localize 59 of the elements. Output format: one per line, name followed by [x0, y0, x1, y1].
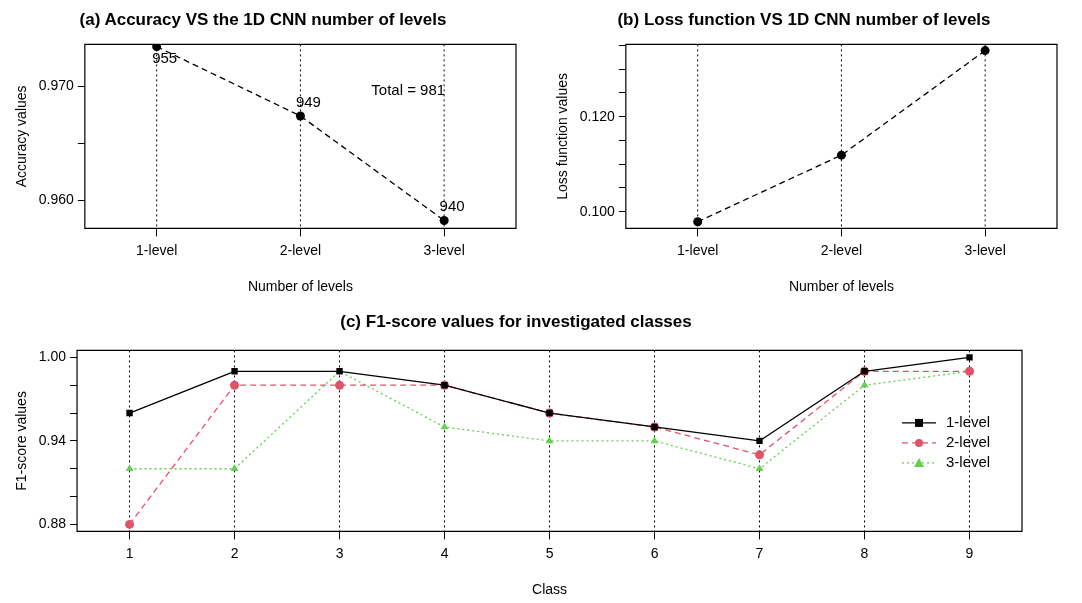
x-tick-label: 6: [650, 544, 659, 561]
y-axis-title: F1-score values: [13, 391, 30, 491]
point: [966, 354, 973, 361]
y-axis-title: Accuracy values: [13, 85, 30, 188]
x-tick-label: 1-level: [136, 241, 178, 258]
point: [980, 46, 990, 56]
point: [152, 44, 162, 52]
annotation: 940: [439, 197, 465, 215]
annotation: Total = 981: [371, 80, 446, 98]
y-tick-label: 0.120: [579, 107, 616, 124]
x-tick-label: 3: [335, 544, 344, 561]
x-tick-label: 7: [755, 544, 764, 561]
x-axis-title: Number of levels: [247, 278, 353, 295]
annotation: 949: [295, 92, 321, 110]
y-axis-title: Loss function values: [554, 72, 571, 200]
chart-title: (a) Accuracy VS the 1D CNN number of levels: [79, 9, 447, 29]
y-tick-label: 0.970: [38, 77, 75, 94]
point: [756, 437, 763, 445]
y-tick-label: 0.88: [38, 515, 67, 532]
y-tick-label: 1.00: [38, 348, 67, 365]
point: [440, 422, 449, 430]
x-tick-label: 8: [860, 544, 869, 561]
y-tick-label: 0.100: [579, 202, 616, 219]
legend-label: 1-level: [946, 413, 991, 431]
point: [755, 450, 765, 460]
y-tick-label: 0.94: [38, 431, 67, 448]
point: [295, 111, 305, 121]
point: [231, 368, 238, 375]
point: [230, 464, 239, 471]
point: [650, 436, 659, 444]
point: [860, 380, 869, 388]
x-tick-label: 5: [545, 544, 554, 561]
point: [335, 380, 345, 390]
point: [836, 150, 846, 160]
x-tick-label: 4: [440, 544, 449, 561]
legend-label: 3-level: [946, 453, 991, 471]
x-tick-label: 9: [965, 544, 974, 561]
x-tick-label: 1: [125, 544, 134, 561]
point: [755, 464, 764, 471]
point: [126, 409, 133, 417]
point: [693, 217, 703, 227]
x-tick-label: 3-level: [423, 241, 465, 258]
point: [545, 436, 554, 444]
point: [230, 380, 240, 390]
x-tick-label: 3-level: [964, 241, 1006, 258]
chart-title: (c) F1-score values for investigated classes: [340, 311, 692, 331]
y-tick-label: 0.960: [38, 190, 75, 207]
point: [439, 215, 449, 225]
x-tick-label: 2-level: [279, 241, 322, 258]
point: [125, 464, 134, 471]
x-tick-label: 1-level: [677, 241, 719, 258]
x-tick-label: 2: [230, 544, 239, 561]
x-axis-title: Class: [532, 581, 568, 598]
x-tick-label: 2-level: [820, 241, 863, 258]
chart-title: (b) Loss function VS 1D CNN number of levels: [617, 9, 991, 29]
annotation: 955: [152, 49, 178, 67]
x-axis-title: Number of levels: [788, 278, 894, 295]
legend-label: 2-level: [946, 433, 991, 451]
point: [125, 519, 135, 529]
